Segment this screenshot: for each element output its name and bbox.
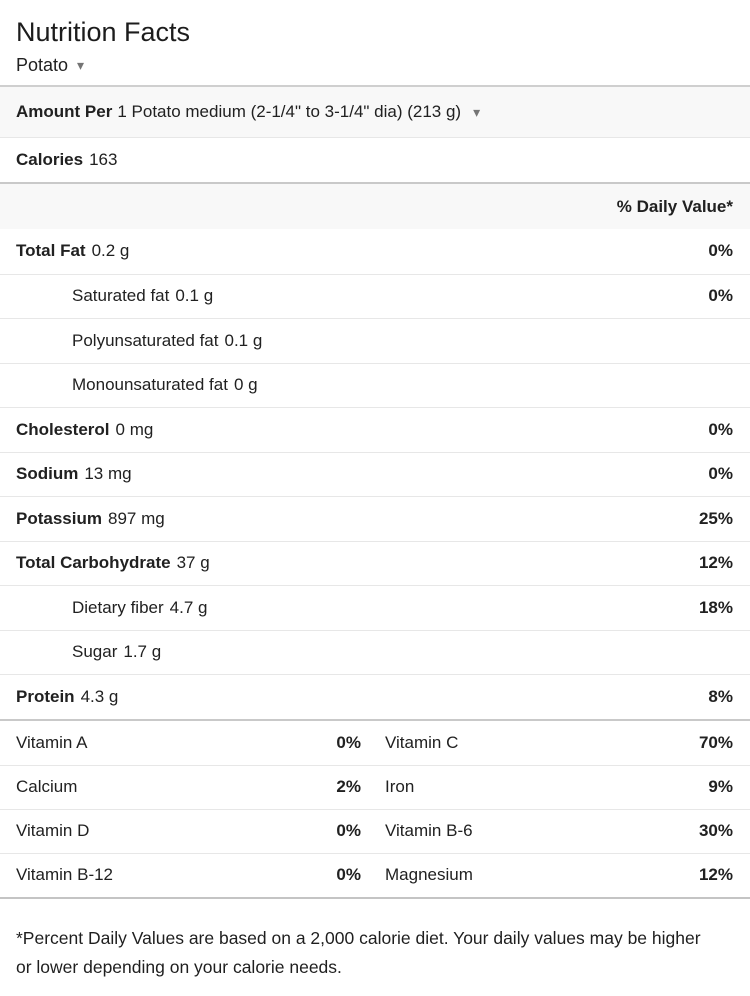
chevron-down-icon: ▾ [473, 104, 481, 120]
nutrient-row: Cholesterol 0 mg 0% [0, 407, 750, 452]
nutrient-label: Sugar [72, 642, 118, 662]
calories-value: 163 [89, 150, 118, 169]
nutrient-daily-value: 12% [698, 553, 733, 573]
vitamin-row: Vitamin D 0% Vitamin B-6 30% [0, 808, 750, 853]
vitamin-daily-value: 30% [698, 821, 733, 840]
nutrient-row: Polyunsaturated fat 0.1 g [0, 318, 750, 363]
vitamin-name: Magnesium [385, 865, 473, 884]
nutrient-row: Total Fat 0.2 g 0% [0, 229, 750, 274]
vitamin-daily-value: 12% [698, 865, 733, 884]
daily-value-footnote: *Percent Daily Values are based on a 2,0… [16, 927, 701, 977]
vitamin-name: Vitamin B-12 [16, 865, 114, 884]
nutrient-amount: 37 g [176, 553, 210, 573]
vitamin-daily-value: 0% [336, 865, 361, 884]
vitamin-name: Vitamin D [16, 821, 90, 840]
vitamin-cell: Iron 9% [385, 777, 733, 797]
nutrient-daily-value: 0% [708, 464, 733, 484]
vitamin-daily-value: 0% [336, 821, 361, 840]
nutrient-daily-value: 18% [698, 597, 733, 617]
vitamin-daily-value: 2% [336, 777, 361, 796]
nutrient-label: Dietary fiber [72, 597, 164, 617]
vitamin-row: Vitamin A 0% Vitamin C 70% [0, 721, 750, 765]
nutrient-row: Sodium 13 mg 0% [0, 451, 750, 497]
panel-title: Nutrition Facts [16, 17, 191, 47]
nutrient-row: Protein 4.3 g 8% [0, 674, 750, 719]
nutrient-label: Protein [16, 686, 75, 706]
nutrient-label: Potassium [16, 508, 102, 528]
nutrient-label: Total Carbohydrate [16, 553, 171, 573]
nutrient-row: Total Carbohydrate 37 g 12% [0, 540, 750, 586]
nutrient-amount: 0.2 g [91, 241, 130, 261]
vitamin-name: Iron [385, 777, 415, 796]
chevron-down-icon: ▾ [77, 57, 85, 73]
nutrient-label: Total Fat [16, 241, 86, 261]
nutrient-row: Potassium 897 mg 25% [0, 496, 750, 541]
nutrient-amount: 13 mg [84, 464, 132, 484]
nutrient-amount: 4.3 g [80, 686, 119, 706]
nutrient-amount: 1.7 g [123, 642, 162, 662]
nutrient-row: Sugar 1.7 g [0, 629, 750, 675]
vitamin-daily-value: 70% [698, 732, 733, 752]
nutrient-daily-value: 0% [708, 286, 733, 306]
food-selector-label: Potato [16, 55, 69, 75]
nutrient-row: Dietary fiber 4.7 g 18% [0, 585, 750, 630]
nutrient-daily-value: 0% [708, 419, 733, 439]
nutrient-amount: 0.1 g [224, 330, 263, 350]
vitamin-daily-value: 9% [708, 777, 733, 796]
nutrient-row: Monounsaturated fat 0 g [0, 362, 750, 408]
amount-per-label: Amount Per [16, 102, 113, 121]
vitamin-cell: Vitamin D 0% [16, 821, 361, 841]
nutrient-amount: 4.7 g [169, 597, 208, 617]
nutrient-table: Total Fat 0.2 g 0% Saturated fat 0.1 g 0% Poly… [0, 229, 750, 719]
vitamin-cell: Vitamin B-6 30% [385, 821, 733, 841]
vitamin-cell: Vitamin B-12 0% [16, 865, 361, 885]
vitamin-name: Vitamin C [385, 732, 459, 752]
nutrient-amount: 0 g [233, 375, 258, 395]
nutrient-amount: 897 mg [107, 508, 165, 528]
nutrient-amount: 0 mg [115, 419, 154, 439]
vitamin-cell: Vitamin A 0% [16, 733, 361, 753]
vitamin-row: Calcium 2% Iron 9% [0, 764, 750, 809]
vitamin-table: Vitamin A 0% Vitamin C 70% Calcium 2% Iron 9% Vi… [0, 718, 750, 899]
calories-label: Calories [16, 150, 84, 169]
vitamin-name: Vitamin B-6 [385, 821, 473, 840]
daily-value-header: % Daily Value* [0, 182, 750, 229]
daily-value-header-label: % Daily Value* [616, 196, 733, 216]
vitamin-name: Calcium [16, 777, 78, 796]
nutrient-daily-value: 8% [708, 686, 733, 706]
nutrient-daily-value: 25% [698, 508, 733, 528]
food-selector[interactable]: Potato ▾ [16, 53, 84, 77]
nutrient-label: Monounsaturated fat [72, 375, 228, 395]
calories-row: Calories 163 [0, 137, 750, 182]
panel-header: Nutrition Facts Potato ▾ [0, 0, 750, 85]
vitamin-name: Vitamin A [16, 732, 88, 752]
vitamin-cell: Calcium 2% [16, 777, 361, 797]
vitamin-cell: Magnesium 12% [385, 865, 733, 885]
vitamin-daily-value: 0% [336, 732, 361, 752]
nutrient-label: Sodium [16, 464, 79, 484]
vitamin-row: Vitamin B-12 0% Magnesium 12% [0, 852, 750, 897]
nutrient-daily-value: 0% [708, 241, 733, 261]
vitamin-cell: Vitamin C 70% [385, 733, 733, 753]
nutrient-amount: 0.1 g [175, 286, 214, 306]
nutrient-label: Polyunsaturated fat [72, 330, 219, 350]
nutrient-label: Cholesterol [16, 419, 110, 439]
nutrient-row: Saturated fat 0.1 g 0% [0, 273, 750, 319]
nutrient-label: Saturated fat [72, 286, 170, 306]
serving-description: 1 Potato medium (2-1/4" to 3-1/4" dia) (… [117, 102, 462, 121]
serving-size-selector[interactable]: Amount Per 1 Potato medium (2-1/4" to 3-… [0, 85, 750, 137]
